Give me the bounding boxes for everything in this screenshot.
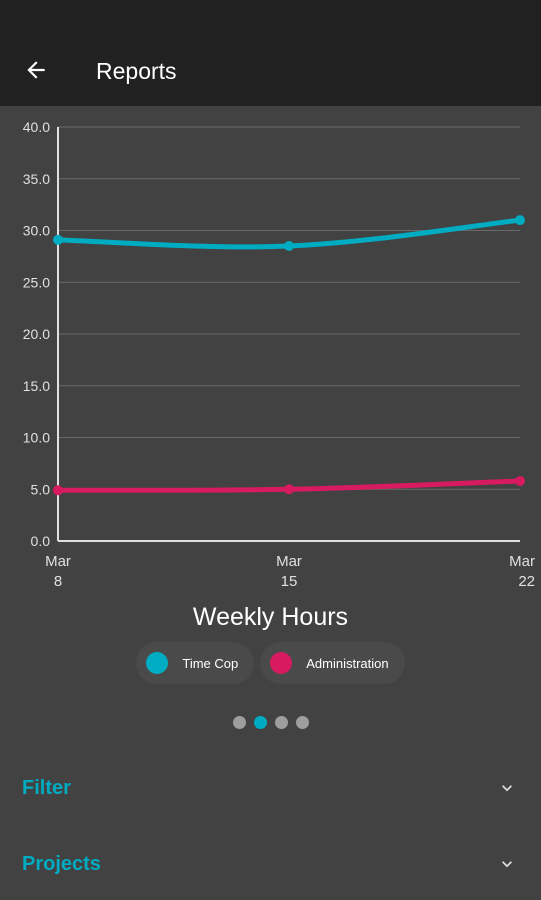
x-tick-text: 8: [54, 573, 62, 590]
y-tick-label: 0.0: [31, 533, 51, 549]
x-tick-text: Mar: [509, 553, 535, 570]
page-title: Reports: [96, 58, 177, 84]
x-tick-label: Mar 22: [509, 553, 535, 590]
y-tick-label: 10.0: [23, 430, 50, 446]
x-tick-text: 22: [518, 573, 535, 590]
legend-swatch-time-cop: [146, 652, 169, 674]
arrow-left-icon: [27, 61, 45, 79]
x-tick-text: Mar: [276, 553, 302, 570]
y-tick-label: 30.0: [23, 223, 50, 239]
chevron-down-icon: [502, 785, 512, 792]
y-tick-label: 25.0: [23, 274, 50, 290]
x-tick-text: Mar: [45, 553, 71, 570]
projects-label: Projects: [22, 853, 101, 875]
y-tick-label: 20.0: [23, 326, 50, 342]
back-button[interactable]: [14, 48, 58, 92]
filter-label: Filter: [22, 777, 71, 799]
legend-label-time-cop: Time Cop: [182, 655, 239, 671]
filter-expander[interactable]: Filter: [0, 758, 541, 818]
app-bar: Reports: [0, 0, 541, 106]
x-tick-label: Mar 8: [45, 553, 71, 590]
chart-title: Weekly Hours: [192, 603, 349, 631]
y-tick-label: 35.0: [23, 171, 50, 187]
legend-swatch-administration: [270, 652, 293, 674]
page-dot-2[interactable]: [253, 716, 267, 729]
data-point-administration: [515, 475, 525, 486]
chart-legend: Time Cop Administration: [0, 642, 541, 684]
weekly-hours-chart: 0.05.010.015.020.025.030.035.040.0Mar8Ma…: [23, 119, 535, 590]
y-tick-label: 15.0: [23, 378, 50, 394]
page-indicator: [0, 716, 541, 729]
data-point-administration: [53, 485, 63, 496]
legend-item-time-cop[interactable]: Time Cop: [136, 642, 255, 684]
y-tick-label: 5.0: [31, 481, 51, 497]
legend-label-administration: Administration: [306, 655, 389, 671]
x-tick-text: 15: [281, 573, 298, 590]
data-point-time-cop: [515, 215, 525, 226]
legend-item-administration[interactable]: Administration: [260, 642, 405, 684]
y-tick-label: 40.0: [23, 119, 50, 135]
data-point-time-cop: [53, 234, 63, 245]
data-point-time-cop: [284, 241, 294, 252]
data-point-administration: [284, 484, 294, 495]
chevron-down-icon: [502, 861, 512, 868]
page-dot-3[interactable]: [274, 716, 288, 729]
page-dot-4[interactable]: [295, 716, 309, 729]
projects-expander[interactable]: Projects: [0, 834, 541, 894]
page-dot-1[interactable]: [232, 716, 246, 729]
x-tick-label: Mar 15: [276, 553, 302, 590]
